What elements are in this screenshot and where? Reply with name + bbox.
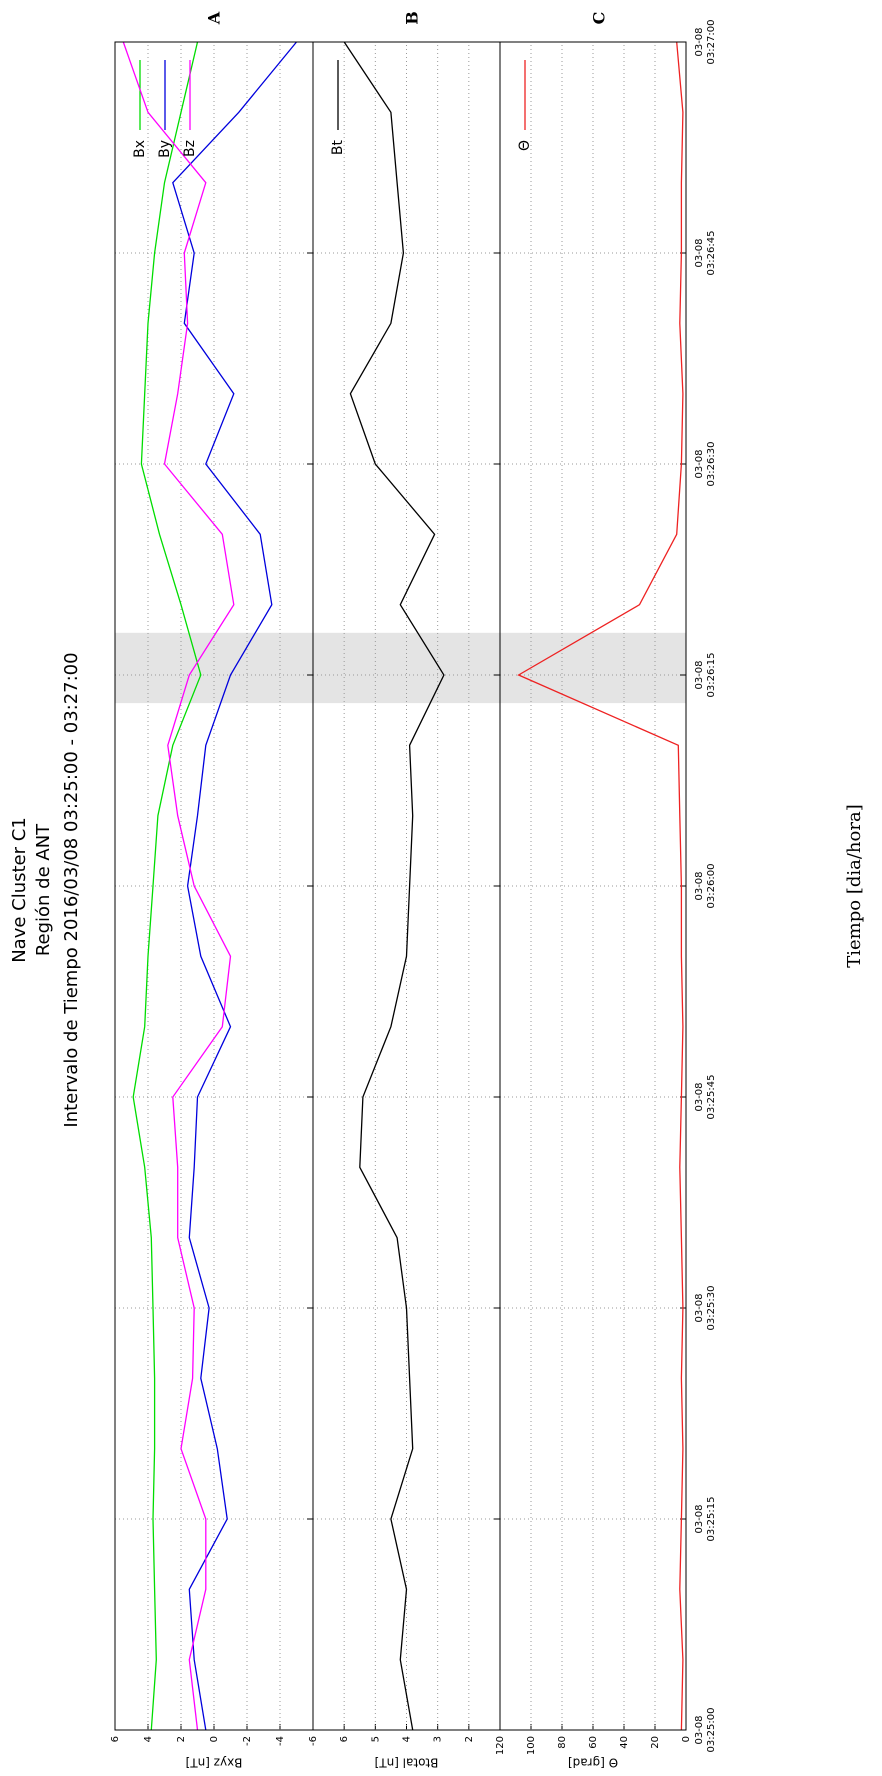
y-tick-label: 120 (495, 1736, 506, 1755)
y-tick-label: 3 (433, 1736, 444, 1742)
y-tick-label: 4 (143, 1736, 154, 1742)
y-tick-label: 0 (681, 1736, 692, 1742)
y-tick-label: -2 (242, 1736, 253, 1746)
legend-label: Θ (517, 140, 533, 151)
series-line (122, 41, 235, 1731)
y-tick-label: 0 (209, 1736, 220, 1742)
y-tick-label: 40 (619, 1736, 630, 1749)
y-axis-label: Θ [grad] (568, 1756, 618, 1770)
y-tick-label: 60 (588, 1736, 599, 1749)
x-tick-label: 03-08 03:25:00 (694, 1707, 717, 1753)
y-tick-label: 20 (650, 1736, 661, 1749)
title-line: Intervalo de Tiempo 2016/03/08 03:25:00 … (61, 652, 82, 1127)
shaded-interval (115, 632, 686, 704)
x-tick-label: 03-08 03:26:00 (694, 863, 717, 909)
panel-label: C (590, 12, 609, 25)
panel-label: A (205, 11, 224, 25)
y-tick-label: 2 (464, 1736, 475, 1742)
x-axis-label: Tiempo [dia/hora] (844, 804, 865, 967)
y-tick-label: 5 (370, 1736, 381, 1742)
series-line (517, 41, 684, 1731)
y-tick-label: 4 (402, 1736, 413, 1742)
x-tick-label: 03-08 03:26:45 (694, 230, 717, 276)
x-tick-label: 03-08 03:25:30 (694, 1285, 717, 1331)
x-tick-label: 03-08 03:26:30 (694, 441, 717, 487)
title-line: Región de ANT (33, 823, 54, 956)
panel-label: B (403, 11, 422, 25)
y-tick-label: 6 (339, 1736, 350, 1742)
series-line (172, 41, 298, 1731)
series-line (132, 41, 202, 1731)
y-axis-label: Btotal [nT] (375, 1756, 439, 1770)
title-line: Nave Cluster C1 (9, 817, 30, 963)
y-tick-label: 80 (557, 1736, 568, 1749)
y-tick-label: -4 (275, 1736, 286, 1746)
x-tick-label: 03-08 03:25:45 (694, 1074, 717, 1120)
legend-label: Bx (132, 140, 148, 158)
legend-label: Bz (182, 140, 198, 157)
legend-label: Bt (330, 139, 346, 155)
panel-frame (499, 41, 687, 1731)
y-axis-label: Bxyz [nT] (186, 1756, 243, 1770)
x-tick-label: 03-08 03:25:15 (694, 1496, 717, 1542)
y-tick-label: 100 (526, 1736, 537, 1755)
y-tick-label: -6 (308, 1736, 319, 1746)
y-tick-label: 6 (110, 1736, 121, 1742)
x-tick-label: 03-08 03:27:00 (694, 19, 717, 65)
legend-label: By (157, 140, 173, 158)
x-tick-label: 03-08 03:26:15 (694, 652, 717, 698)
series-line (343, 41, 445, 1731)
y-tick-label: 2 (176, 1736, 187, 1742)
